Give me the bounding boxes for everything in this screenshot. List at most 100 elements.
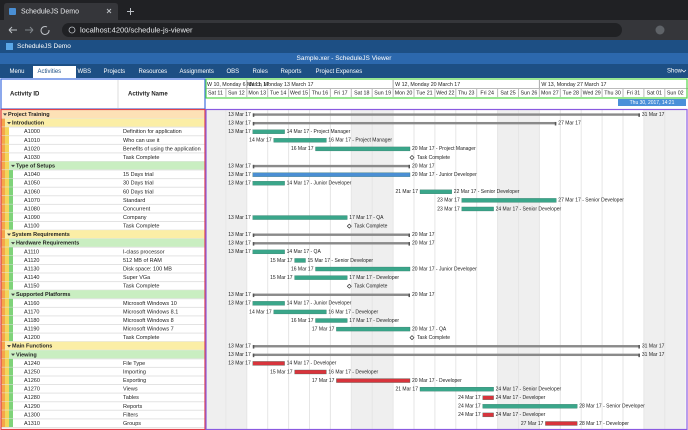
activity-name: Concurrent bbox=[123, 206, 151, 212]
menu-item[interactable]: OBS bbox=[227, 69, 240, 75]
menu-item[interactable]: Project Expenses bbox=[316, 69, 363, 75]
expand-toggle[interactable] bbox=[7, 345, 11, 348]
outline-stripe bbox=[1, 401, 5, 411]
menu-item[interactable]: Projects bbox=[104, 69, 126, 75]
activity-name: Task Complete bbox=[123, 155, 159, 161]
outline-stripe bbox=[5, 161, 9, 171]
activity-id: A1030 bbox=[24, 155, 40, 161]
outline-stripe bbox=[5, 324, 9, 334]
menu-item[interactable]: Roles bbox=[253, 69, 268, 75]
menu-item[interactable]: Menu bbox=[10, 69, 25, 75]
task-bar bbox=[482, 412, 494, 418]
outline-stripe bbox=[9, 255, 13, 265]
menu-item[interactable]: WBS bbox=[78, 69, 92, 75]
outline-stripe bbox=[1, 393, 5, 402]
reload-button[interactable] bbox=[40, 26, 50, 35]
task-bar bbox=[252, 172, 411, 177]
summary-bar bbox=[252, 233, 410, 236]
outline-stripe bbox=[9, 333, 13, 342]
expand-toggle[interactable] bbox=[3, 113, 7, 116]
day-label: Sat 18 bbox=[354, 91, 369, 97]
end-label: 14 Mar 17 - QA bbox=[287, 249, 322, 255]
end-label: 27 Mar 17 - Senior Developer bbox=[558, 198, 624, 204]
back-button[interactable] bbox=[8, 26, 17, 34]
activity-id: A1040 bbox=[24, 172, 40, 178]
tab[interactable] bbox=[4, 3, 118, 20]
end-label: 31 Mar 17 bbox=[642, 352, 665, 358]
group-label: Type of Setups bbox=[16, 164, 55, 170]
milestone-label: Task Complete bbox=[354, 223, 387, 229]
day-label: Fri 17 bbox=[334, 91, 348, 97]
summary-cap bbox=[638, 113, 640, 117]
site-info[interactable] bbox=[68, 26, 76, 34]
outline-stripe bbox=[5, 393, 9, 402]
expand-toggle[interactable] bbox=[7, 121, 11, 125]
outline-stripe bbox=[5, 238, 9, 248]
outline-stripe bbox=[5, 152, 9, 162]
activity-name: Reports bbox=[123, 404, 143, 410]
start-label: 13 Mar 17 bbox=[228, 112, 251, 118]
activity-name: Exporting bbox=[123, 378, 146, 384]
start-label: 21 Mar 17 bbox=[395, 386, 418, 392]
activity-id: A1170 bbox=[24, 309, 40, 315]
menu-item[interactable]: Activities bbox=[38, 69, 62, 75]
start-label: 13 Mar 17 bbox=[228, 292, 251, 298]
expand-toggle[interactable] bbox=[11, 242, 15, 245]
outline-stripe bbox=[1, 238, 5, 248]
summary-bar bbox=[252, 113, 640, 116]
address-bar[interactable] bbox=[62, 23, 622, 37]
task-bar bbox=[419, 386, 494, 392]
week-label: W 10, Monday 6 March 17 bbox=[207, 82, 269, 88]
milestone bbox=[346, 283, 352, 289]
outline-stripe bbox=[1, 247, 5, 256]
start-label: 23 Mar 17 bbox=[437, 198, 460, 204]
activity-id: A1260 bbox=[24, 378, 40, 384]
menu-item[interactable]: Assignments bbox=[180, 69, 214, 75]
outline-stripe bbox=[9, 204, 13, 213]
tab-strip bbox=[0, 0, 688, 20]
summary-cap bbox=[252, 293, 255, 298]
end-label: 24 Mar 17 - Senior Developer bbox=[496, 206, 562, 212]
expand-toggle[interactable] bbox=[11, 293, 15, 296]
activity-id: A1020 bbox=[24, 146, 40, 152]
end-label: 24 Mar 17 - Developer bbox=[496, 412, 546, 418]
task-bar bbox=[252, 249, 285, 255]
start-label: 13 Mar 17 bbox=[228, 163, 251, 169]
activity-id: A1200 bbox=[24, 335, 40, 341]
group-label: Viewing bbox=[16, 352, 37, 358]
menu-item[interactable]: Resources bbox=[139, 69, 168, 75]
outline-stripe bbox=[5, 144, 9, 153]
start-label: 17 Mar 17 bbox=[312, 326, 335, 332]
end-label: 31 Mar 17 bbox=[642, 344, 665, 350]
start-label: 13 Mar 17 bbox=[228, 361, 251, 367]
start-label: 13 Mar 17 bbox=[228, 181, 251, 187]
tab-close[interactable] bbox=[106, 8, 112, 14]
expand-toggle[interactable] bbox=[7, 233, 11, 236]
outline-stripe bbox=[1, 187, 5, 196]
week-label: W 11, Monday 13 March 17 bbox=[249, 82, 314, 88]
milestone bbox=[409, 335, 415, 341]
end-label: 17 Mar 17 - QA bbox=[349, 215, 384, 221]
forward-button[interactable] bbox=[25, 26, 34, 34]
profile[interactable] bbox=[655, 25, 665, 35]
new-tab[interactable] bbox=[127, 8, 134, 15]
activity-id: A1000 bbox=[24, 129, 40, 135]
outline-stripe bbox=[9, 315, 13, 325]
task-bar bbox=[336, 378, 411, 383]
task-bar bbox=[315, 146, 411, 152]
group-row bbox=[0, 161, 205, 171]
menu-item[interactable]: Reports bbox=[281, 69, 302, 75]
expand-toggle[interactable] bbox=[11, 353, 15, 357]
week-label: W 12, Monday 20 March 17 bbox=[395, 82, 460, 88]
outline-stripe bbox=[9, 375, 13, 385]
outline-stripe bbox=[9, 367, 13, 376]
outline-stripe bbox=[5, 204, 9, 213]
show-menu[interactable]: Show bbox=[667, 69, 683, 75]
outline-stripe bbox=[5, 333, 9, 342]
outline-stripe bbox=[5, 195, 9, 205]
day-label: Mon 13 bbox=[248, 91, 266, 97]
outline-stripe bbox=[5, 187, 9, 196]
outline-stripe bbox=[1, 333, 5, 342]
show-caret bbox=[681, 69, 687, 73]
expand-toggle[interactable] bbox=[11, 164, 15, 168]
